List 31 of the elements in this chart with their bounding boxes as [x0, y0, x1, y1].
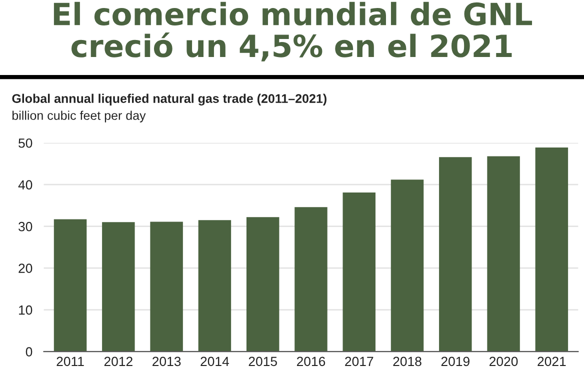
y-tick-label: 30: [18, 222, 32, 232]
x-tick-label: 2015: [248, 356, 277, 366]
bar: [150, 222, 183, 352]
bar: [487, 156, 520, 352]
bar: [102, 222, 135, 352]
bar: [535, 147, 568, 352]
x-tick-label: 2014: [200, 356, 229, 366]
y-tick-label: 10: [19, 305, 32, 315]
x-tick-label: 2017: [345, 356, 374, 366]
chart-title: El comercio mundial de GNL creció un 4,5% en el 2021: [54, 2, 532, 62]
chart-subtitle: Global annual liquefied natural gas trade (2011–2021): [12, 94, 326, 106]
x-tick-label: 2021: [538, 356, 566, 366]
y-axis-title: billion cubic feet per day: [12, 110, 146, 122]
bar: [54, 219, 87, 352]
bar: [390, 180, 424, 352]
bar: [439, 157, 472, 352]
y-tick-label: 20: [18, 264, 32, 273]
bar: [342, 192, 376, 352]
x-tick-label: 2020: [490, 356, 518, 366]
x-tick-label: 2012: [104, 356, 132, 366]
bar: [198, 220, 232, 352]
y-tick-label: 50: [18, 138, 32, 148]
y-tick-label: 0: [26, 347, 32, 356]
y-tick-label: 40: [18, 180, 32, 190]
x-tick-label: 2018: [393, 356, 422, 366]
x-tick-label: 2011: [56, 356, 84, 366]
bar: [294, 207, 328, 352]
x-tick-label: 2019: [441, 356, 470, 366]
bar: [246, 217, 280, 352]
x-tick-label: 2013: [152, 356, 181, 366]
x-tick-label: 2016: [296, 356, 326, 366]
